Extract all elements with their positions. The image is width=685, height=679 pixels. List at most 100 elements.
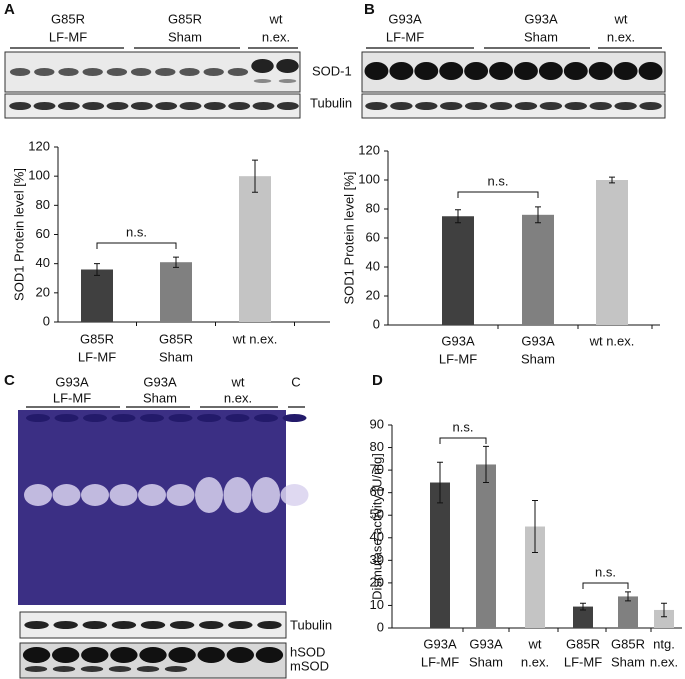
lane-label: G93A [388,11,422,26]
y-axis-label: SOD1 Protein level [%] [341,172,356,305]
gel-well [282,414,307,422]
lane-label: G85R [168,11,202,26]
row-label: SOD-1 [312,63,352,78]
significance-bracket [439,437,487,444]
band [276,102,299,110]
lane-label: G85R [51,11,85,26]
band [613,62,638,80]
lane-label: LF-MF [386,29,424,44]
gel-band [24,484,52,506]
x-tick-label: G93A [521,333,555,348]
band [415,102,438,110]
gel-band [109,484,138,506]
band [51,647,80,663]
band [9,102,32,110]
y-tick-label: 0 [377,619,384,634]
band [203,68,224,76]
band [227,68,249,76]
band [106,102,129,110]
error-bar [173,256,179,268]
band [110,647,138,663]
gel-well [54,414,79,422]
band [439,62,464,80]
y-tick-label: 90 [370,416,384,431]
gel-well [111,414,136,422]
bar [239,176,271,322]
band [228,621,253,629]
band [82,102,105,110]
band [24,621,49,629]
band [52,666,76,672]
x-tick-label: LF-MF [421,654,459,669]
band [439,102,463,110]
gel-well [168,414,193,422]
bar [522,214,554,325]
x-tick-label: n.ex. [521,654,549,669]
x-tick-label: Sham [159,349,193,364]
gel-band [195,477,223,513]
lane-label: wt [231,374,245,389]
lane-label: G93A [143,374,177,389]
band [179,68,200,76]
gel-band [52,484,81,506]
x-tick-label: LF-MF [78,349,116,364]
lane-label: n.ex. [224,390,252,405]
y-axis-label: Dismutase activity [U/mg] [369,453,384,600]
x-tick-label: G85R [566,636,600,651]
bar [654,609,674,628]
band [33,102,56,110]
error-bar [580,602,586,611]
y-tick-label: 100 [358,171,380,186]
y-tick-label: 20 [366,287,380,302]
band [638,62,663,80]
band [81,647,109,663]
lane-label: LF-MF [49,29,87,44]
gel-band [138,484,166,506]
x-tick-label: ntg. [653,636,675,651]
gel-band [223,477,252,513]
y-tick-label: 70 [370,462,384,477]
panel-label: B [364,1,375,18]
band [198,621,224,629]
y-tick-label: 10 [370,597,384,612]
band [489,62,514,80]
bar [160,262,192,322]
band [253,79,272,83]
gel-well [140,414,164,422]
band [155,68,176,76]
x-tick-label: G93A [423,636,457,651]
bar [81,269,113,322]
lane-label: wt [269,11,283,26]
band [513,62,538,80]
band [140,621,166,629]
band [169,621,195,629]
band [389,62,414,80]
band [639,102,662,110]
y-tick-label: 60 [366,229,380,244]
panel-label: D [372,372,383,389]
band [9,68,31,76]
band [489,102,513,110]
band [22,647,51,663]
y-tick-label: 120 [358,142,380,157]
x-tick-label: Sham [611,654,645,669]
gel-well [254,414,278,422]
x-tick-label: LF-MF [439,351,477,366]
row-label: Tubulin [310,95,352,110]
x-tick-label: G93A [469,636,503,651]
band [614,102,637,110]
error-bar [252,159,258,193]
panel-label: A [4,1,15,18]
bar [573,606,593,628]
y-tick-label: 80 [370,439,384,454]
x-tick-label: wt [528,636,542,651]
band [82,621,108,629]
y-tick-label: 40 [366,258,380,273]
gel-band [166,484,195,506]
band [228,102,251,110]
annotation: n.s. [453,419,474,434]
band [130,68,152,76]
band [24,666,48,672]
lane-label: LF-MF [53,390,91,405]
